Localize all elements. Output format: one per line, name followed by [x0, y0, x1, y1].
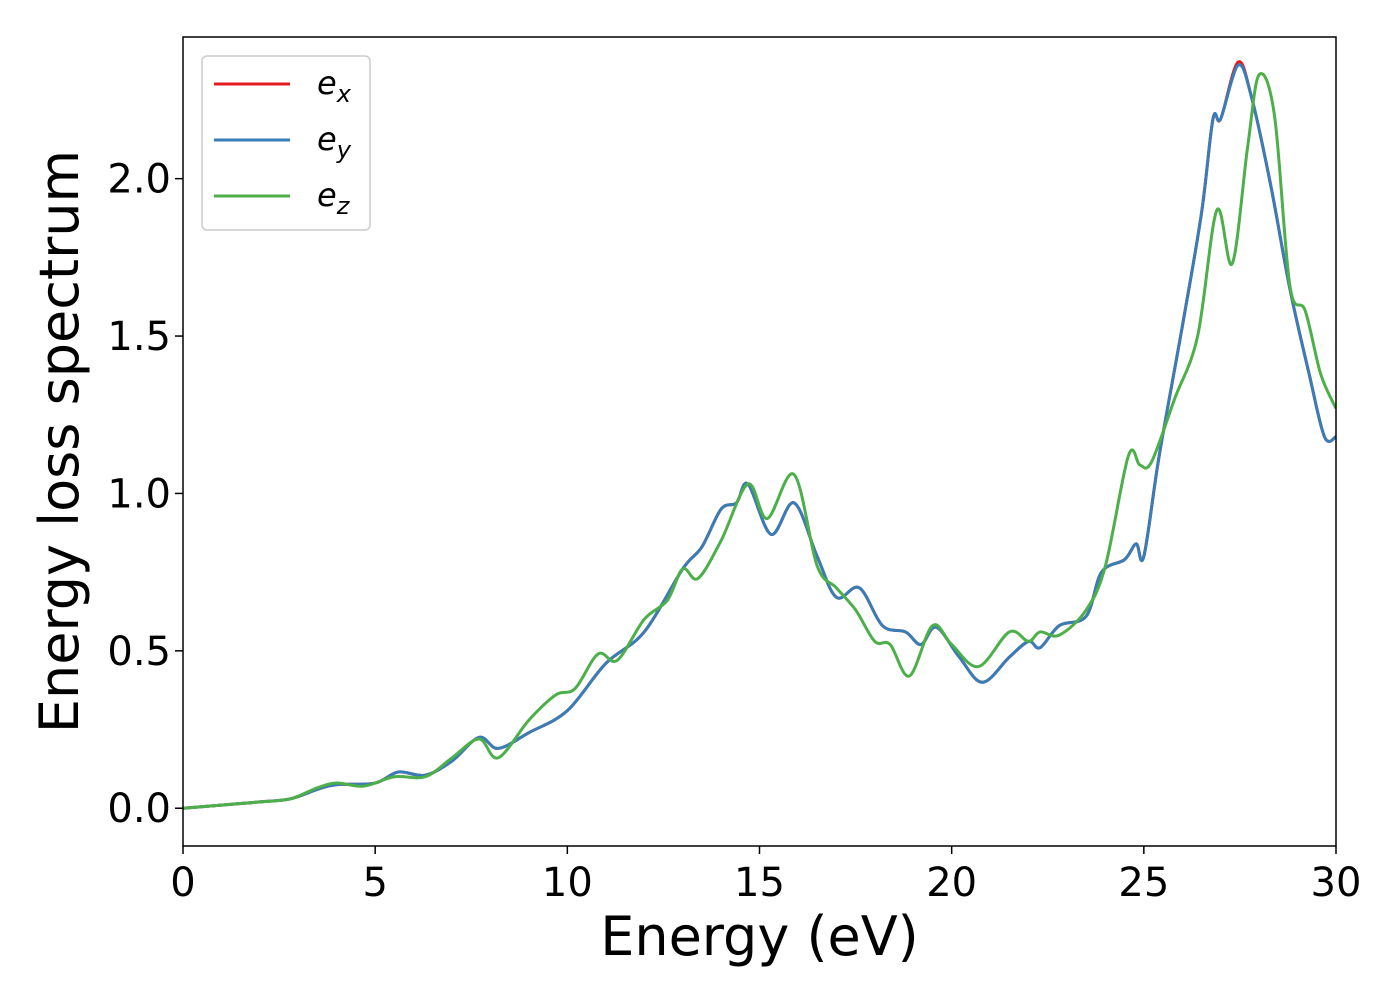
ticks-layer: 0 5 10 15 20 25 30 0.0 0.5 1.0 1.5 2.0 [107, 157, 1361, 906]
series-line-e-z [183, 72, 1336, 810]
x-tick-label: 25 [1118, 860, 1169, 906]
x-tick-label: 30 [1311, 860, 1362, 906]
x-tick-label: 0 [170, 860, 195, 906]
x-tick-label: 5 [362, 860, 387, 906]
y-tick-label: 0.5 [107, 629, 171, 675]
legend-label-e-y: ey [317, 120, 352, 164]
x-tick-label: 20 [926, 860, 977, 906]
x-tick-label: 10 [542, 860, 593, 906]
x-tick-label: 15 [734, 860, 785, 906]
x-axis-label: Energy (eV) [600, 905, 919, 968]
series-layer [183, 60, 1336, 810]
legend: ex ey ez [201, 55, 371, 231]
legend-label-e-x: ex [317, 64, 352, 108]
y-tick-label: 0.0 [107, 786, 171, 832]
y-tick-label: 2.0 [107, 157, 171, 203]
legend-box [201, 55, 371, 231]
y-tick-label: 1.5 [107, 314, 171, 360]
y-axis-label: Energy loss spectrum [28, 150, 91, 733]
legend-label-e-z: ez [317, 176, 351, 220]
series-line-e-y [183, 63, 1336, 810]
y-tick-label: 1.0 [107, 471, 171, 517]
